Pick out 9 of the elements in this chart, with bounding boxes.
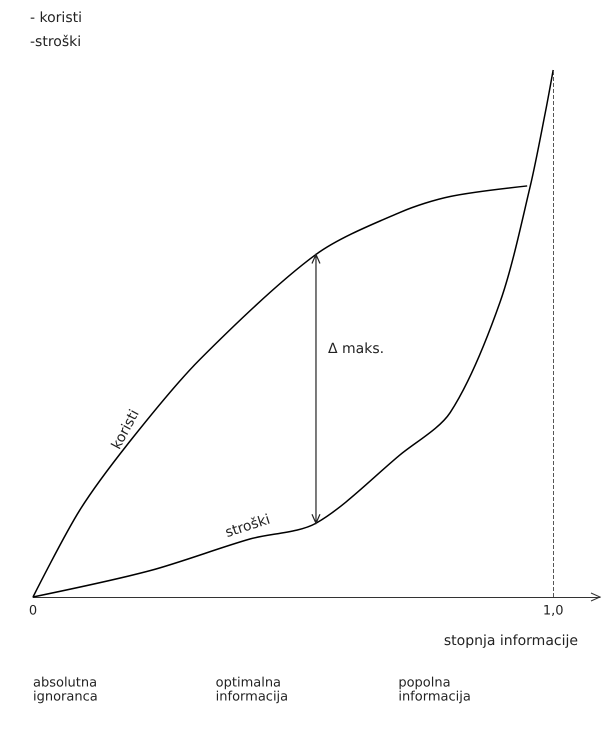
annotation: Δ maks. (328, 340, 384, 357)
x-axis-title: stopnja informacije (444, 633, 578, 649)
text: popolna informacija (398, 676, 471, 704)
x-tick-label: 0 (28, 604, 38, 618)
x-tick-label: 1,0 (542, 604, 564, 618)
text: stroški (223, 512, 272, 542)
y-axis-title: - koristi -stroški (30, 10, 82, 50)
text: absolutna ignoranca (33, 676, 98, 704)
text: optimalna informacija (216, 676, 288, 704)
